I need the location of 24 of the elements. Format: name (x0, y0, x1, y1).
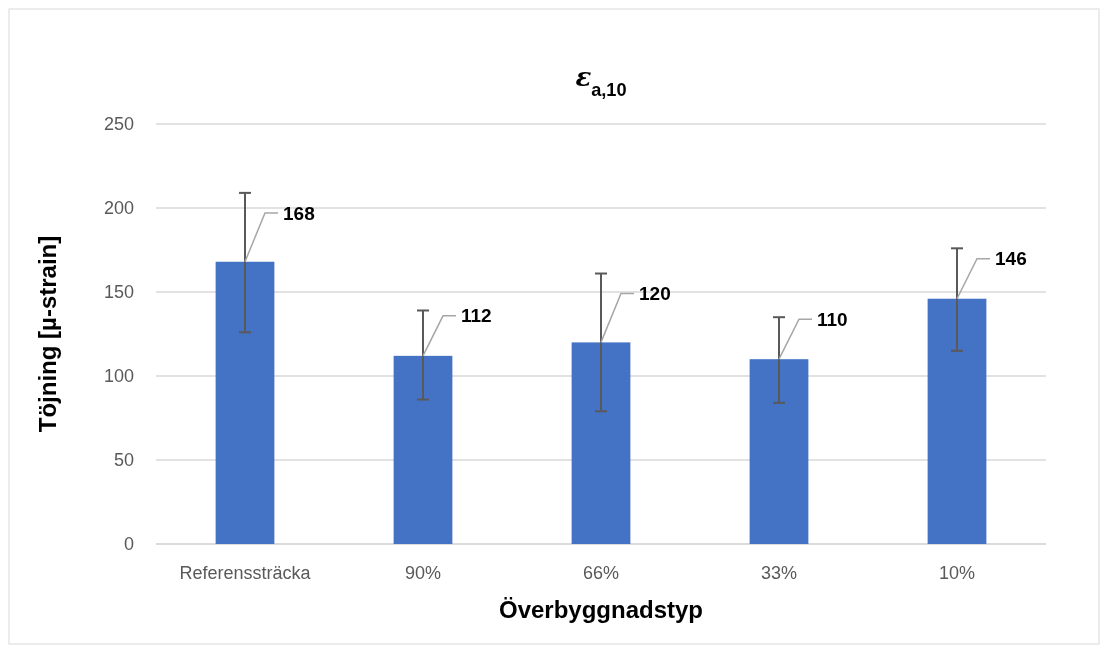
y-tick-label: 150 (103, 282, 134, 303)
y-tick-label: 100 (103, 366, 134, 387)
data-label: 168 (283, 202, 315, 224)
chart-title: ε$_{a,10}$ (575, 62, 627, 100)
bar (927, 298, 987, 544)
y-tick-label: 0 (123, 534, 134, 555)
bar (571, 342, 631, 544)
x-tick-label: 10% (938, 563, 976, 583)
y-tick-label: 250 (103, 114, 134, 135)
data-label: 110 (817, 308, 848, 330)
y-axis-title: Töjning [µ-strain] (34, 235, 62, 433)
data-label: 146 (995, 248, 1027, 270)
x-tick-label: 33% (760, 563, 798, 583)
data-label: 120 (639, 283, 671, 305)
x-tick-label: 66% (582, 563, 620, 583)
bar (749, 359, 809, 544)
y-tick-label: 200 (103, 198, 134, 219)
y-tick-label: 50 (113, 450, 134, 471)
bar (393, 355, 453, 544)
x-tick-label: Referenssträcka (179, 563, 312, 583)
x-tick-label: 90% (404, 563, 442, 583)
x-axis-title: Överbyggnadstyp (498, 596, 704, 623)
data-label: 112 (461, 305, 492, 327)
bar (215, 261, 275, 544)
